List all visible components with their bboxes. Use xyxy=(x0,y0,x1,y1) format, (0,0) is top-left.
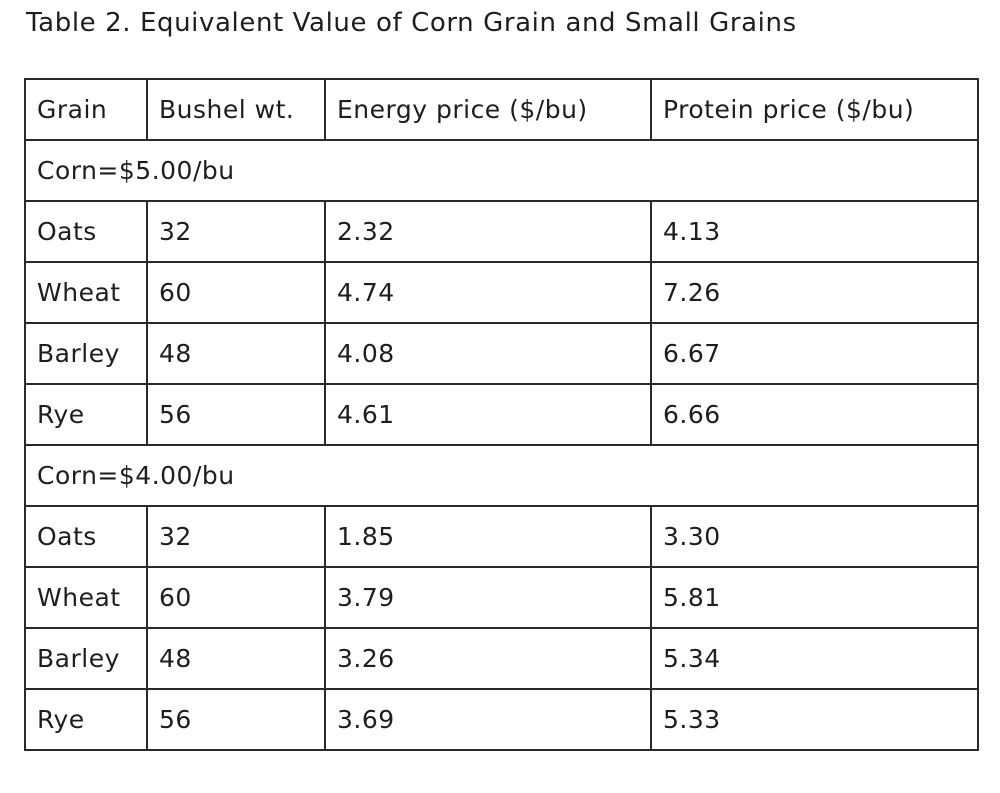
table-row: Barley 48 4.08 6.67 xyxy=(24,322,979,385)
table-row: Rye 56 4.61 6.66 xyxy=(24,383,979,446)
bushel-weight-cell: 60 xyxy=(146,261,326,324)
protein-price-cell: 7.26 xyxy=(650,261,979,324)
header-grain: Grain xyxy=(24,78,148,141)
table-row: Oats 32 1.85 3.30 xyxy=(24,505,979,568)
header-row: Grain Bushel wt. Energy price ($/bu) Pro… xyxy=(24,78,979,141)
bushel-weight-cell: 48 xyxy=(146,322,326,385)
bushel-weight-cell: 56 xyxy=(146,383,326,446)
energy-price-cell: 3.69 xyxy=(324,688,652,751)
energy-price-cell: 2.32 xyxy=(324,200,652,263)
energy-price-cell: 4.61 xyxy=(324,383,652,446)
bushel-weight-cell: 60 xyxy=(146,566,326,629)
grain-cell: Oats xyxy=(24,200,148,263)
group-label-corn-5: Corn=$5.00/bu xyxy=(24,139,979,202)
energy-price-cell: 4.08 xyxy=(324,322,652,385)
energy-price-cell: 3.26 xyxy=(324,627,652,690)
grain-cell: Rye xyxy=(24,383,148,446)
protein-price-cell: 4.13 xyxy=(650,200,979,263)
table-row: Wheat 60 4.74 7.26 xyxy=(24,261,979,324)
grain-value-table: Grain Bushel wt. Energy price ($/bu) Pro… xyxy=(24,78,979,751)
group-label-corn-4: Corn=$4.00/bu xyxy=(24,444,979,507)
group-row: Corn=$5.00/bu xyxy=(24,139,979,202)
energy-price-cell: 4.74 xyxy=(324,261,652,324)
grain-cell: Wheat xyxy=(24,261,148,324)
table-row: Oats 32 2.32 4.13 xyxy=(24,200,979,263)
protein-price-cell: 5.34 xyxy=(650,627,979,690)
group-row: Corn=$4.00/bu xyxy=(24,444,979,507)
table-row: Barley 48 3.26 5.34 xyxy=(24,627,979,690)
energy-price-cell: 3.79 xyxy=(324,566,652,629)
grain-cell: Rye xyxy=(24,688,148,751)
table-caption: Table 2. Equivalent Value of Corn Grain … xyxy=(26,8,797,38)
bushel-weight-cell: 32 xyxy=(146,200,326,263)
bushel-weight-cell: 56 xyxy=(146,688,326,751)
grain-cell: Barley xyxy=(24,322,148,385)
energy-price-cell: 1.85 xyxy=(324,505,652,568)
protein-price-cell: 6.67 xyxy=(650,322,979,385)
header-energy-price: Energy price ($/bu) xyxy=(324,78,652,141)
bushel-weight-cell: 48 xyxy=(146,627,326,690)
protein-price-cell: 6.66 xyxy=(650,383,979,446)
protein-price-cell: 5.81 xyxy=(650,566,979,629)
table-row: Rye 56 3.69 5.33 xyxy=(24,688,979,751)
grain-cell: Oats xyxy=(24,505,148,568)
grain-cell: Wheat xyxy=(24,566,148,629)
header-protein-price: Protein price ($/bu) xyxy=(650,78,979,141)
protein-price-cell: 5.33 xyxy=(650,688,979,751)
grain-cell: Barley xyxy=(24,627,148,690)
table-row: Wheat 60 3.79 5.81 xyxy=(24,566,979,629)
bushel-weight-cell: 32 xyxy=(146,505,326,568)
header-bushel-weight: Bushel wt. xyxy=(146,78,326,141)
protein-price-cell: 3.30 xyxy=(650,505,979,568)
